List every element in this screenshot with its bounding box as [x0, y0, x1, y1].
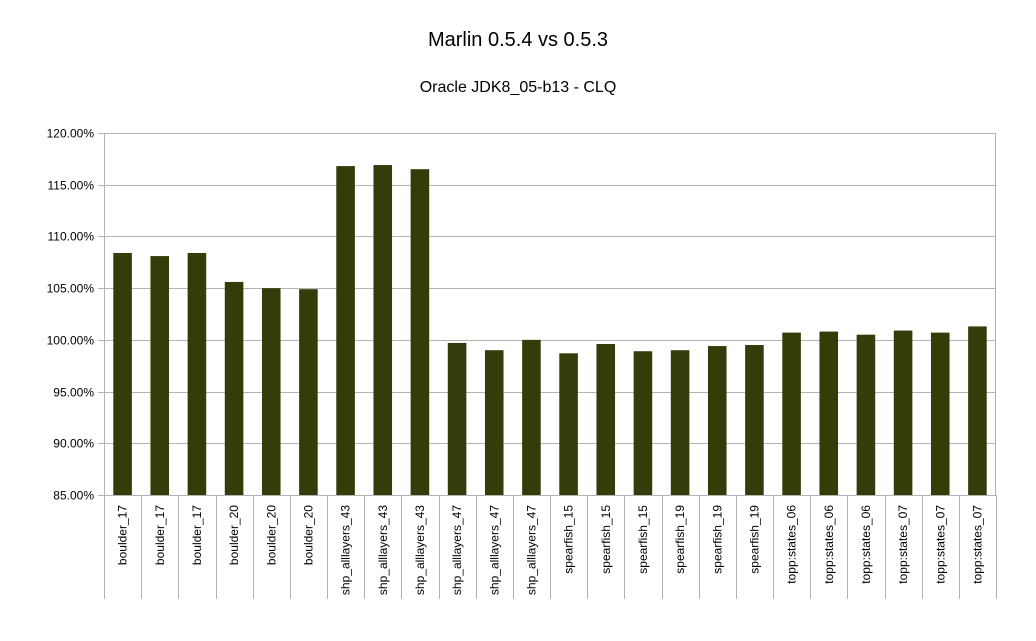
bar	[930, 332, 950, 495]
y-tick-label: 90.00%	[53, 437, 94, 451]
x-tick-label: boulder_17	[116, 505, 130, 565]
x-tick-label: shp_alllayers_43	[376, 505, 390, 595]
x-tick-label: boulder_20	[227, 505, 241, 565]
x-tick-label: shp_alllayers_47	[524, 505, 538, 595]
bar	[336, 166, 355, 495]
gridlines	[98, 133, 996, 496]
x-tick-label: shp_alllayers_47	[450, 505, 464, 595]
bar	[782, 332, 801, 495]
x-tick-label: topp:states_06	[859, 505, 873, 584]
x-axis: boulder_17 boulder_17 boulder_17 boulder_20…	[104, 495, 997, 599]
y-tick-label: 105.00%	[47, 282, 95, 296]
x-tick-label: topp:states_06	[822, 505, 836, 584]
bar	[187, 252, 207, 495]
bar	[596, 343, 616, 495]
x-tick-label: spearfish_15	[636, 505, 650, 574]
bar	[559, 353, 578, 495]
bar	[447, 342, 467, 495]
bar	[522, 339, 541, 495]
bar	[261, 288, 281, 495]
chart-subtitle: Oracle JDK8_05-b13 - CLQ	[420, 79, 617, 96]
bar	[410, 169, 430, 495]
bars	[113, 165, 987, 495]
x-tick-label: shp_alllayers_43	[339, 505, 353, 595]
x-tick-label: spearfish_15	[562, 505, 576, 574]
x-tick-label: boulder_17	[190, 505, 204, 565]
x-tick-label: spearfish_19	[710, 505, 724, 574]
bar	[373, 165, 393, 495]
y-tick-label: 120.00%	[47, 127, 95, 141]
bar	[670, 350, 690, 495]
bar	[299, 289, 318, 495]
x-tick-label: shp_alllayers_47	[487, 505, 501, 595]
x-tick-label: boulder_20	[301, 505, 315, 565]
x-tick-label: shp_alllayers_43	[413, 505, 427, 595]
x-tick-label: topp:states_06	[785, 505, 799, 584]
x-tick-label: spearfish_15	[599, 505, 613, 574]
bar	[150, 256, 170, 495]
y-tick-label: 85.00%	[53, 489, 94, 503]
x-tick-label: topp:states_07	[896, 505, 910, 584]
chart-title: Marlin 0.5.4 vs 0.5.3	[428, 29, 608, 51]
bar	[707, 346, 727, 495]
bar	[633, 351, 653, 495]
bar	[484, 350, 504, 495]
y-tick-label: 95.00%	[53, 386, 94, 400]
x-tick-label: topp:states_07	[970, 505, 984, 584]
bar	[819, 331, 839, 495]
bar	[113, 252, 132, 495]
bar	[893, 330, 913, 495]
bar	[856, 334, 876, 495]
bar	[224, 281, 244, 495]
y-tick-label: 115.00%	[48, 179, 95, 193]
x-tick-label: spearfish_19	[747, 505, 761, 574]
x-tick-label: boulder_17	[153, 505, 167, 565]
x-tick-label: boulder_20	[264, 505, 278, 565]
bar	[745, 345, 764, 495]
x-tick-label: topp:states_07	[933, 505, 947, 584]
x-tick-label: spearfish_19	[673, 505, 687, 574]
y-tick-label: 100.00%	[47, 334, 95, 348]
bar	[968, 326, 987, 495]
y-axis: 85.00% 90.00% 95.00% 100.00% 105.00% 110.00% 1…	[47, 127, 996, 503]
y-tick-label: 110.00%	[48, 230, 95, 244]
